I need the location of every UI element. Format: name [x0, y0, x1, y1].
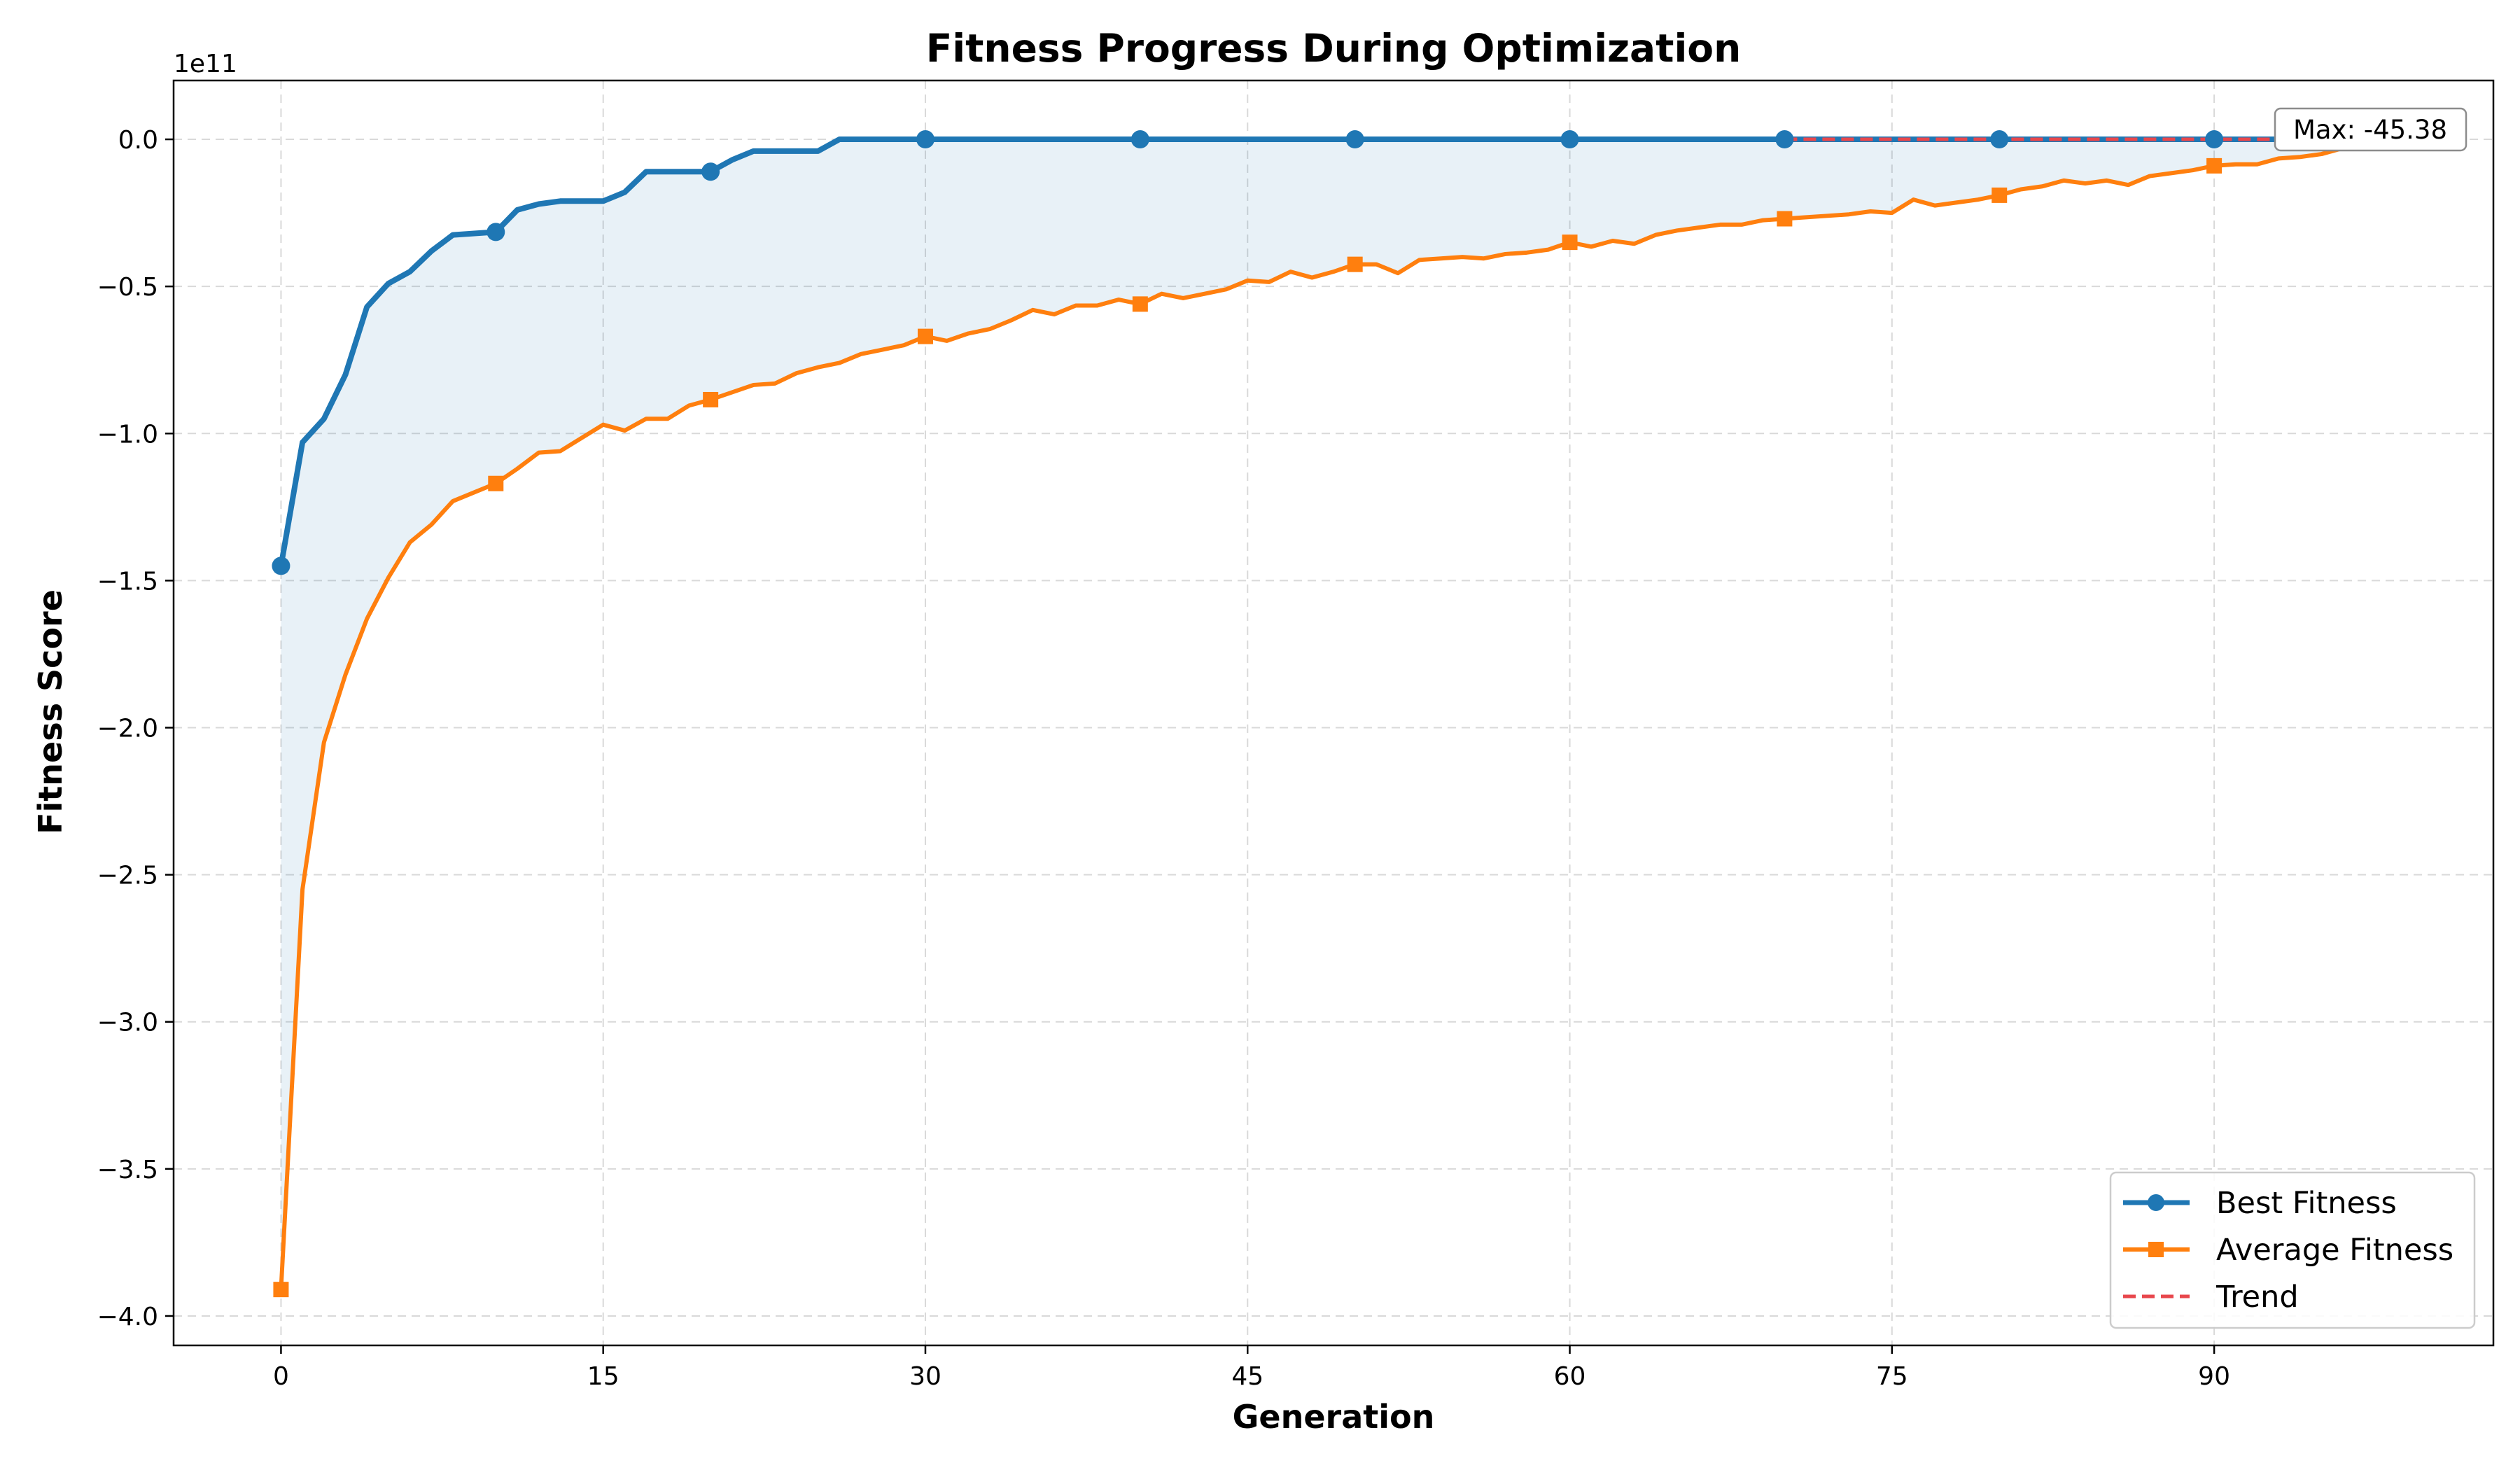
marker-average-gen-10	[488, 475, 504, 491]
y-scale-label: 1e11	[174, 50, 237, 78]
x-tick-label-6: 90	[2198, 1362, 2230, 1391]
annotation-text: Max: -45.38	[2293, 115, 2447, 145]
marker-average-gen-40	[1132, 296, 1148, 312]
legend-marker-best	[2148, 1194, 2164, 1211]
marker-average-gen-0	[273, 1282, 289, 1298]
marker-average-gen-70	[1777, 211, 1793, 227]
annotation-box	[2274, 107, 2468, 152]
marker-best-gen-60	[1560, 130, 1579, 149]
y-tick-label-7: −3.5	[97, 1156, 158, 1184]
legend: Best Fitness Average Fitness Trend	[2109, 1171, 2476, 1329]
x-tick-label-2: 30	[909, 1362, 941, 1391]
marker-best-gen-50	[1345, 130, 1364, 149]
y-tick-label-6: −3.0	[97, 1009, 158, 1037]
legend-box	[2109, 1171, 2476, 1329]
x-axis-title: Generation	[1233, 1398, 1435, 1436]
marker-best-gen-40	[1130, 130, 1149, 149]
y-tick-label-5: −2.5	[97, 862, 158, 890]
marker-average-gen-20	[703, 391, 719, 407]
marker-best-gen-10	[486, 223, 505, 241]
y-tick-label-3: −1.5	[97, 567, 158, 596]
marker-average-gen-50	[1347, 256, 1363, 272]
y-tick-label-2: −1.0	[97, 420, 158, 449]
y-tick-label-0: 0.0	[118, 126, 158, 155]
marker-average-gen-30	[917, 328, 933, 344]
marker-best-gen-30	[916, 130, 934, 149]
x-tick-label-4: 60	[1554, 1362, 1586, 1391]
y-tick-label-8: −4.0	[97, 1303, 158, 1331]
marker-average-gen-80	[1991, 187, 2008, 203]
plot-frame	[172, 79, 2495, 1347]
x-tick-label-1: 15	[587, 1362, 620, 1391]
marker-average-gen-60	[1562, 234, 1578, 251]
legend-label-trend: Trend	[2216, 1280, 2299, 1315]
fill-between-area	[281, 139, 2408, 1290]
series-line-average-fitness	[279, 140, 2408, 1290]
fill-between-band	[281, 139, 2408, 1290]
y-ticks: 0.0 −0.5 −1.0 −1.5 −2.0 −2.5 −3.0 −3.5 −4.0	[97, 126, 174, 1331]
x-tick-label-3: 45	[1231, 1362, 1264, 1391]
marker-best-gen-90	[2205, 130, 2224, 149]
y-tick-label-1: −0.5	[97, 273, 158, 302]
marker-best-gen-20	[701, 162, 720, 181]
max-annotation: Max: -45.38	[2274, 107, 2468, 152]
marker-best-gen-80	[1990, 130, 2009, 149]
chart-title: Fitness Progress During Optimization	[926, 26, 1742, 71]
series-line-best-fitness	[278, 136, 2408, 567]
marker-best-gen-0	[272, 556, 290, 575]
legend-label-best: Best Fitness	[2216, 1186, 2397, 1221]
y-tick-label-4: −2.0	[97, 715, 158, 743]
x-ticks: 0 15 30 45 60 75 90	[273, 1345, 2230, 1391]
x-tick-label-5: 75	[1876, 1362, 1908, 1391]
legend-marker-average	[2148, 1242, 2164, 1257]
marker-average-gen-90	[2206, 158, 2222, 174]
marker-layer	[272, 130, 2224, 1298]
x-tick-label-0: 0	[273, 1362, 289, 1391]
marker-best-gen-70	[1775, 130, 1794, 149]
legend-label-average: Average Fitness	[2216, 1233, 2454, 1268]
y-axis-title: Fitness Score	[31, 589, 69, 834]
